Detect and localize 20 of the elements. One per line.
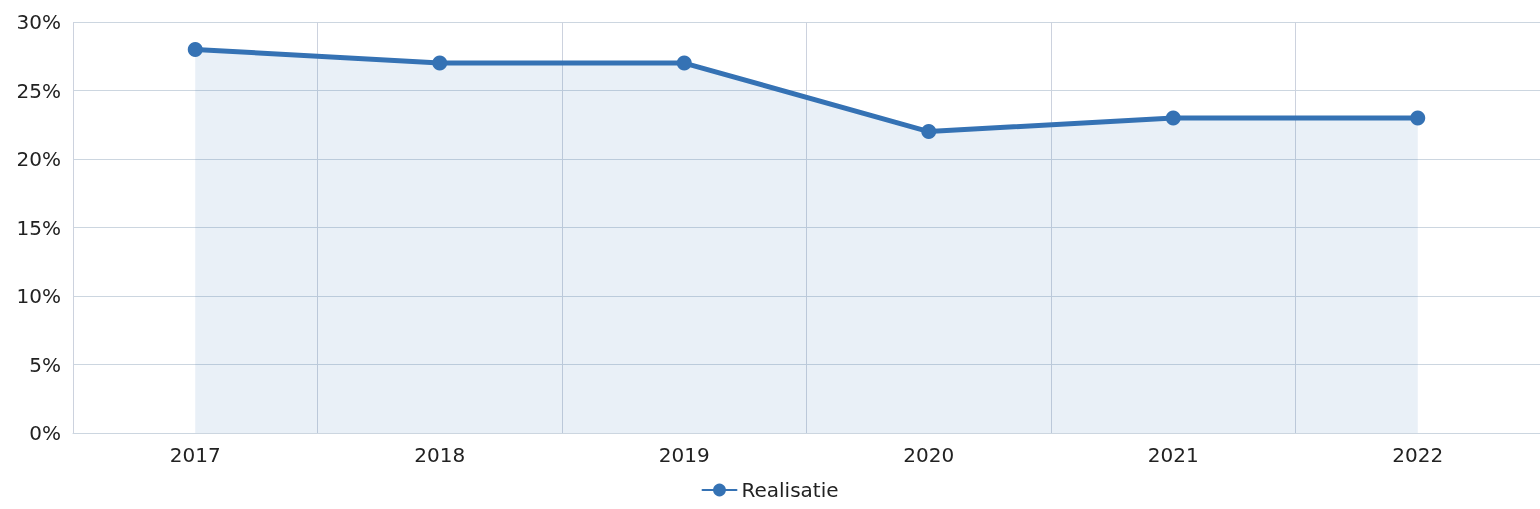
x-tick-label: 2017 — [169, 443, 221, 467]
y-tick-label: 5% — [29, 352, 61, 377]
x-tick-label: 2020 — [903, 443, 955, 467]
point — [676, 55, 692, 71]
point — [187, 41, 203, 57]
x-tick-label: 2022 — [1392, 443, 1444, 467]
legend-label: Realisatie — [741, 478, 839, 502]
y-tick-label: 15% — [16, 215, 61, 240]
point — [432, 55, 448, 71]
y-tick-label: 20% — [16, 147, 61, 171]
point — [921, 124, 937, 140]
x-tick-label: 2019 — [658, 443, 710, 467]
y-tick-label: 30% — [16, 10, 61, 34]
point — [1165, 110, 1181, 126]
point — [1410, 110, 1426, 126]
x-tick-label: 2018 — [414, 443, 466, 467]
y-tick-label: 0% — [29, 421, 61, 445]
y-tick-label: 10% — [16, 284, 61, 308]
y-tick-label: 25% — [16, 78, 61, 103]
x-tick-label: 2021 — [1147, 443, 1199, 467]
